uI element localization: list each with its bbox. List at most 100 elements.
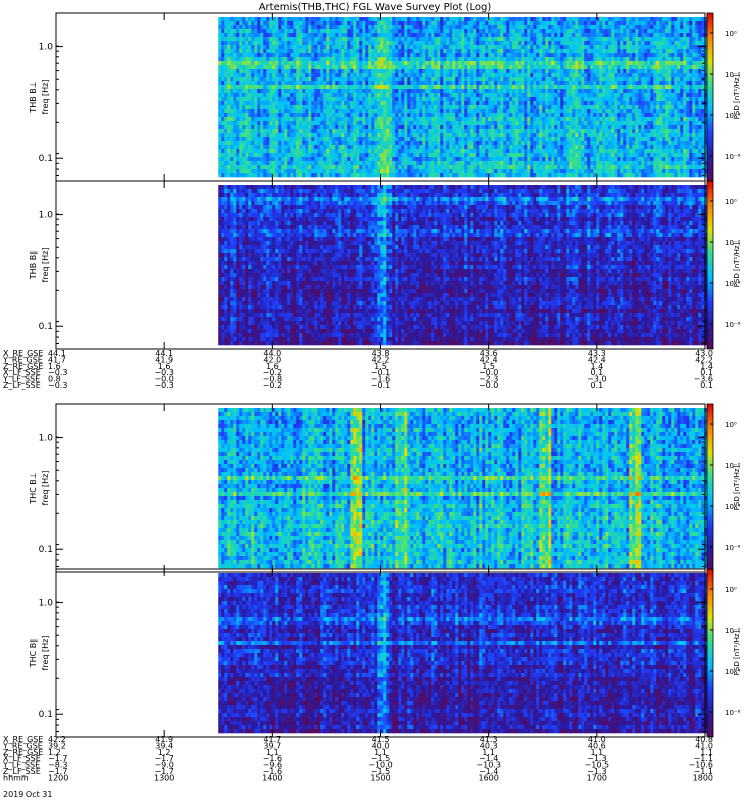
ephemeris-value: 40.8 [695,735,713,744]
y-tick-label: 1.0 [39,43,54,53]
ephemeris-value: 42.4 [480,355,498,364]
ephemeris-value: 1400 [262,773,282,782]
ephemeris-value: −0.8 [263,375,282,384]
y-axis-label: THC B⊥ [29,472,38,505]
ephemeris-value: 39.4 [155,741,173,750]
colorbar-tick-label: 10⁻² [725,239,741,247]
colorbar-tick-label: 10⁻⁶ [725,544,741,552]
colorbar-tick-label: 10⁰ [725,30,737,38]
ephemeris-value: 41.3 [480,735,498,744]
ephemeris-value: −1.7 [154,754,173,763]
colorbar-tick-label: 10⁻⁴ [725,280,741,288]
ephemeris-value: 43.3 [588,349,606,358]
ephemeris-value: 41.7 [263,735,281,744]
ephemeris-value: 1.5 [482,362,495,371]
ephemeris-value: −0.0 [479,368,498,377]
ephemeris-value: 39.2 [48,741,66,750]
ephemeris-value: 41.9 [155,735,173,744]
ephemeris-thb: X_RE_GSE 44.1 44.1 44.0 43.8 43.6 43.3 43.0 Y_RE… [2,349,713,390]
y-axis-label: THB B∥ [29,251,38,280]
ephemeris-value: 1600 [478,773,498,782]
ephemeris-value: −0.3 [154,381,173,390]
ephemeris-value: 0.1 [590,368,603,377]
ephemeris-thc: X_RE_GSE 42.2 41.9 41.7 41.5 41.3 41.0 40.8Y_RE… [2,735,713,782]
ephemeris-value: 42.2 [372,355,390,364]
ephemeris-value: 43.8 [372,349,390,358]
ephemeris-value: −10.6 [688,761,713,770]
ephemeris-value: 42.4 [588,355,606,364]
spectrogram-4 [218,573,708,734]
colorbar-bar [706,180,714,350]
colorbar-tick-label: 10⁻⁶ [725,709,741,717]
ephemeris-value: 40.3 [480,741,498,750]
ephemeris-value: −1.7 [48,754,67,763]
ephemeris-value: −1.5 [371,767,390,776]
colorbar-tick-label: 10⁻⁴ [725,503,741,511]
ephemeris-row-label: hhmm [3,773,29,782]
colorbar-tick-label: 10⁰ [725,586,737,594]
ephemeris-value: −0.0 [479,381,498,390]
ephemeris-value: 42.0 [263,355,281,364]
y-axis-unit: freq [Hz] [41,471,50,506]
colorbar-label: PSD [nT²/Hz] [733,465,741,510]
ephemeris-value: 1700 [587,773,607,782]
ephemeris-value: 1.4 [700,362,713,371]
ephemeris-value: −1.6 [371,375,390,384]
spectrogram-2 [218,185,708,346]
ephemeris-row-label: Z_LF_SSE [3,381,41,390]
ephemeris-value: 1.1 [482,748,495,757]
ephemeris-value: 44.1 [155,349,173,358]
ephemeris-row-label: X_LF_SSE [3,368,41,377]
colorbar-tick-label: 10⁰ [725,198,737,206]
ephemeris-value: 40.6 [588,741,606,750]
ephemeris-value: 1.6 [158,362,171,371]
ephemeris-value: −0.3 [154,368,173,377]
colorbar-tick-label: 10⁻⁴ [725,112,741,120]
ephemeris-value: −0.0 [154,375,173,384]
colorbar-tick-label: 10⁻² [725,627,741,635]
ephemeris-value: −0.1 [371,381,390,390]
panel-2: 0.1 1.0 THB B∥ freq [Hz] 10⁰ 10⁻² 10⁻⁴ 10⁻⁶ PSD … [29,180,741,350]
colorbar-tick-label: 10⁻⁴ [725,668,741,676]
y-tick-label: 1.0 [39,211,54,221]
ephemeris-value: −1.1 [694,767,713,776]
ephemeris-value: 1.4 [590,362,603,371]
ephemeris-row-label: X_RE_GSE [3,349,43,358]
ephemeris-value: 1.6 [266,362,279,371]
ephemeris-row-label: Y_LF_SSE [2,761,40,770]
ephemeris-value: 1.2 [158,748,171,757]
ephemeris-value: −0.2 [263,368,282,377]
ephemeris-value: 1.1 [700,748,713,757]
y-tick-label: 0.1 [39,154,53,164]
ephemeris-value: 0.1 [590,381,603,390]
panel-1: 0.1 1.0 THB B⊥ freq [Hz] 10⁰ 10⁻² 10⁻⁴ 10⁻⁶ PSD … [29,12,741,182]
ephemeris-value: 42.2 [695,355,713,364]
colorbar-bar [706,568,714,738]
ephemeris-value: −3.6 [694,375,713,384]
ephemeris-value: 1200 [48,773,68,782]
ephemeris-value: −9.6 [263,761,282,770]
ephemeris-value: 41.0 [695,741,713,750]
spectrogram-3 [218,408,708,569]
ephemeris-row-label: Y_LF_SSE [2,375,40,384]
colorbar-tick-label: 10⁻⁶ [725,321,741,329]
ephemeris-row-label: Y_RE_GSE [2,355,43,364]
y-tick-label: 0.1 [39,545,53,555]
ephemeris-value: −3.0 [587,375,606,384]
ephemeris-value: 1300 [154,773,174,782]
panel-3: 0.1 1.0 THC B⊥ freq [Hz] 10⁰ 10⁻² 10⁻⁴ 10⁻⁶ PSD … [29,403,741,573]
ephemeris-value: 42.2 [48,735,66,744]
colorbar-label: PSD [nT²/Hz] [733,630,741,675]
ephemeris-value: −0.1 [371,368,390,377]
ephemeris-value: 0.1 [700,368,713,377]
y-axis-label: THC B∥ [29,639,38,669]
ephemeris-value: −1.3 [587,767,606,776]
ephemeris-value: 1.1 [590,748,603,757]
ephemeris-value: −1.6 [263,767,282,776]
colorbar: 10⁰ 10⁻² 10⁻⁴ 10⁻⁶ PSD [nT²/Hz] [706,403,741,573]
ephemeris-value: 41.9 [155,355,173,364]
ephemeris-value: 43.0 [695,349,713,358]
ephemeris-value: −9.0 [154,761,173,770]
ephemeris-value: −1.1 [694,754,713,763]
